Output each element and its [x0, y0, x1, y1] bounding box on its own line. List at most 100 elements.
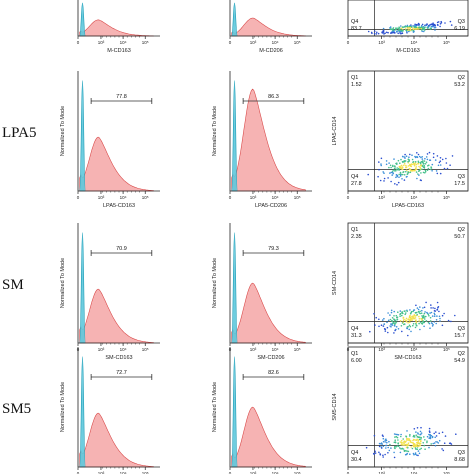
event-dot [407, 160, 409, 163]
event-dot [391, 174, 394, 176]
event-dot [394, 441, 397, 443]
event-dot [432, 22, 434, 25]
x-tick-label: 10³ [250, 347, 257, 352]
event-dot [382, 456, 385, 458]
event-dot [418, 320, 420, 322]
event-dot [392, 171, 394, 174]
event-dot [407, 158, 410, 161]
event-dot [394, 436, 396, 438]
event-dot [391, 324, 393, 327]
event-dot [413, 318, 415, 320]
quadrant-q4-value: 83.7 [351, 26, 362, 32]
event-dot [383, 33, 385, 35]
gate-percentage: 86.3 [268, 94, 279, 100]
x-tick-label: 10⁵ [142, 40, 149, 45]
event-dot [378, 161, 380, 163]
event-dot [393, 433, 396, 435]
event-dot [424, 24, 427, 27]
event-dot [436, 172, 439, 175]
event-dot [415, 163, 418, 166]
x-tick-label: 10³ [378, 347, 385, 352]
event-dot [409, 433, 411, 436]
event-dot [386, 326, 389, 329]
event-dot [384, 330, 387, 332]
event-dot [414, 161, 417, 163]
event-dot [417, 308, 420, 311]
quadrant-q1-value: 2.35 [351, 234, 362, 240]
x-tick-label: 10⁴ [272, 40, 279, 45]
event-dot [422, 25, 425, 28]
event-dot [431, 315, 434, 317]
event-dot [378, 325, 380, 328]
event-dot [419, 328, 421, 331]
event-dot [385, 439, 388, 442]
event-dot [429, 320, 432, 322]
event-dot [406, 450, 408, 452]
event-dot [413, 30, 415, 33]
event-dot [401, 32, 404, 34]
event-dot [406, 326, 409, 328]
event-dot [432, 307, 434, 309]
event-dot [405, 435, 407, 438]
event-dot [392, 169, 395, 171]
event-dot [396, 27, 398, 30]
x-tick-label: 10⁴ [120, 471, 127, 474]
event-dot [400, 442, 403, 444]
event-dot [402, 171, 405, 173]
event-dot [395, 168, 398, 171]
quadrant-q4-label: Q4 [351, 450, 358, 456]
event-dot [387, 177, 389, 179]
event-dot [385, 438, 387, 441]
event-dot [377, 32, 380, 35]
event-dot [406, 24, 409, 27]
event-dot [389, 314, 391, 316]
quadrant-q4-label: Q4 [351, 174, 358, 180]
event-dot [449, 20, 452, 23]
event-dot [400, 27, 403, 30]
event-dot [403, 156, 406, 158]
event-dot [436, 301, 439, 304]
event-dot [441, 448, 443, 450]
event-dot [382, 454, 384, 457]
event-dot [414, 24, 417, 27]
event-dot [419, 444, 422, 447]
y-axis-label: Normalized To Mode [60, 382, 66, 432]
event-dot [418, 165, 420, 168]
event-dot [402, 26, 404, 29]
event-dot [411, 447, 414, 450]
event-dot [397, 439, 399, 441]
event-dot [445, 162, 448, 164]
event-dot [402, 442, 404, 444]
event-dot [372, 452, 375, 455]
event-dot [420, 29, 423, 31]
event-dot [410, 446, 413, 448]
event-dot [419, 321, 422, 323]
event-dot [419, 442, 422, 445]
event-dot [423, 30, 425, 33]
event-dot [378, 168, 380, 171]
event-dot [407, 442, 410, 445]
event-dot [412, 310, 414, 313]
event-dot [430, 443, 433, 445]
y-axis-label: Normalized To Mode [212, 382, 218, 432]
event-dot [428, 446, 430, 449]
event-dot [419, 306, 421, 308]
event-dot [400, 325, 403, 327]
stained-histogram [79, 288, 154, 344]
event-dot [435, 435, 438, 437]
event-dot [392, 322, 395, 324]
event-dot [396, 163, 398, 165]
event-dot [433, 432, 436, 435]
event-dot [423, 444, 426, 447]
event-dot [438, 310, 440, 313]
event-dot [414, 444, 416, 446]
event-dot [409, 29, 412, 32]
event-dot [393, 158, 395, 160]
event-dot [397, 434, 400, 436]
event-dot [426, 311, 428, 314]
event-dot [438, 439, 441, 442]
event-dot [399, 315, 401, 318]
